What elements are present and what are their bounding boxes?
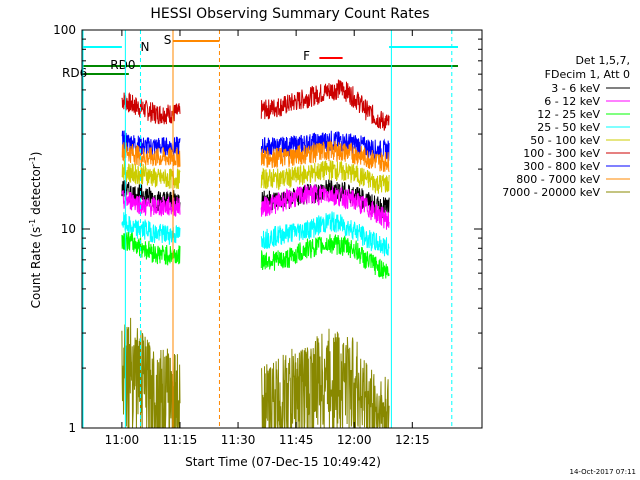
y-tick-label-0: 1 xyxy=(68,421,76,435)
footer-date: 14-Oct-2017 07:11 xyxy=(570,468,636,476)
y-tick-label-2: 100 xyxy=(53,23,76,37)
flag-rd6-label: RD6 xyxy=(62,66,87,80)
series-9-segment-1 xyxy=(121,317,181,429)
chart-title: HESSI Observing Summary Count Rates xyxy=(150,6,429,22)
series-6-segment-2 xyxy=(260,184,390,230)
x-tick-label-4: 12:00 xyxy=(337,433,372,447)
x-tick-label-2: 11:30 xyxy=(221,433,256,447)
flag-n-label: N xyxy=(140,40,149,54)
x-tick-label-5: 12:15 xyxy=(395,433,430,447)
series-4-segment-2 xyxy=(260,159,390,195)
x-tick-label-1: 11:15 xyxy=(163,433,198,447)
y-axis-ticks: 1 10 100 xyxy=(53,23,482,435)
flag-f-label: F xyxy=(303,49,310,63)
x-axis-label: Start Time (07-Dec-15 10:49:42) xyxy=(185,455,381,469)
y-axis-label-end: ) xyxy=(29,152,43,157)
y-axis-label-main: Count Rate (s xyxy=(29,227,43,309)
series-3-segment-1 xyxy=(121,142,181,168)
plot-area: N S F RD0 RD6 xyxy=(62,30,458,430)
series-1-segment-2 xyxy=(260,79,390,131)
legend-label-4: 50 - 100 keV xyxy=(530,134,600,147)
y-axis-label-exp1: -1 xyxy=(28,219,37,227)
legend-label-3: 25 - 50 keV xyxy=(537,121,600,134)
series-3-segment-2 xyxy=(260,140,390,172)
flag-rd0-label: RD0 xyxy=(110,58,135,72)
x-axis-ticks: 11:00 11:15 11:30 11:45 12:00 12:15 xyxy=(105,30,430,447)
series-6-segment-1 xyxy=(121,190,181,217)
legend-label-7: 800 - 7000 keV xyxy=(516,173,600,186)
y-tick-label-1: 10 xyxy=(61,222,76,236)
y-axis-label-exp2: -1 xyxy=(28,156,37,164)
series-8-segment-1 xyxy=(121,232,181,266)
legend-label-8: 7000 - 20000 keV xyxy=(502,186,600,199)
legend-label-5: 100 - 300 keV xyxy=(523,147,600,160)
series-9-segment-2 xyxy=(260,328,390,430)
series-7-segment-2 xyxy=(260,211,390,257)
legend-label-0: 3 - 6 keV xyxy=(551,82,600,95)
x-tick-label-0: 11:00 xyxy=(105,433,140,447)
series-8-segment-2 xyxy=(260,234,390,279)
y-axis-label-mid: detector xyxy=(29,164,43,219)
series-2-segment-2 xyxy=(260,130,390,161)
x-tick-label-3: 11:45 xyxy=(279,433,314,447)
legend-header-1: Det 1,5,7, xyxy=(575,54,630,67)
series-1-segment-1 xyxy=(121,92,181,125)
y-axis-label: Count Rate (s-1 detector-1) xyxy=(28,152,43,309)
legend-label-2: 12 - 25 keV xyxy=(537,108,600,121)
legend-header-2: FDecim 1, Att 0 xyxy=(545,68,630,81)
flag-s-label: S xyxy=(164,33,172,47)
legend-label-1: 6 - 12 keV xyxy=(544,95,600,108)
series-4-segment-1 xyxy=(121,160,181,189)
legend-label-6: 300 - 800 keV xyxy=(523,160,600,173)
